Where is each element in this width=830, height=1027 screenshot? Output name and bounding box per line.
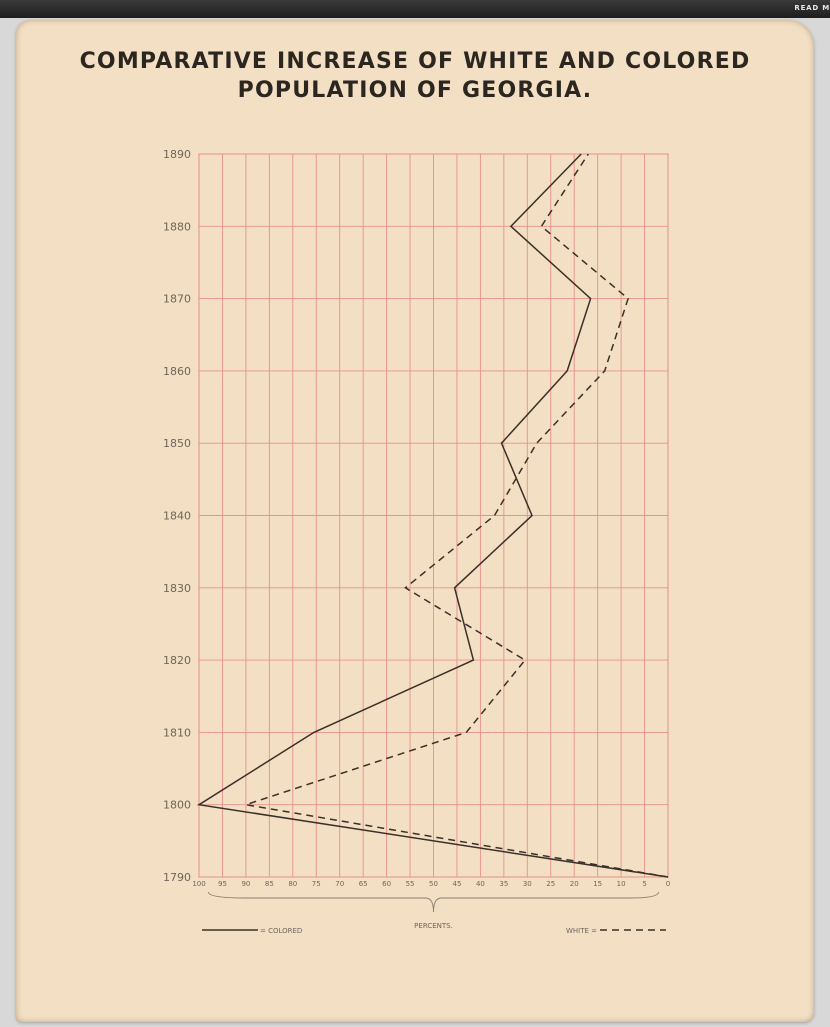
y-tick-label: 1860 [163, 365, 191, 378]
x-tick-label: 90 [241, 880, 250, 888]
x-tick-label: 80 [288, 880, 297, 888]
x-tick-label: 50 [429, 880, 438, 888]
top-bar: READ M [0, 0, 830, 18]
x-tick-label: 75 [312, 880, 321, 888]
chart-series [196, 153, 669, 878]
x-tick-label: 55 [406, 880, 415, 888]
y-tick-label: 1890 [163, 148, 191, 161]
x-axis-ticks: 100 95 90 85 80 75 70 65 60 55 50 45 40 35 30 25 20 15 10 5… [192, 880, 670, 930]
y-tick-label: 1820 [163, 654, 191, 667]
x-tick-label: 40 [476, 880, 485, 888]
y-tick-label: 1790 [163, 871, 191, 884]
y-tick-label: 1870 [163, 293, 191, 306]
chart-legend: = COLORED WHITE = [202, 927, 666, 935]
x-tick-label: 5 [642, 880, 646, 888]
x-tick-label: 35 [499, 880, 508, 888]
x-tick-label: 70 [335, 880, 344, 888]
series-line-colored [196, 153, 669, 878]
chart-grid [198, 153, 669, 878]
y-tick-label: 1810 [163, 726, 191, 739]
y-tick-label: 1800 [163, 799, 191, 812]
y-tick-label: 1850 [163, 437, 191, 450]
read-more-link[interactable]: READ M [794, 4, 830, 12]
x-tick-label: 10 [617, 880, 626, 888]
x-tick-label: 0 [666, 880, 670, 888]
y-tick-label: 1830 [163, 582, 191, 595]
x-tick-label: 25 [546, 880, 555, 888]
x-tick-label: 95 [218, 880, 227, 888]
x-tick-label: 45 [452, 880, 461, 888]
x-tick-label: 20 [570, 880, 579, 888]
axis-brace [207, 891, 660, 913]
y-tick-label: 1880 [163, 220, 191, 233]
legend-colored-label: = COLORED [260, 927, 302, 935]
legend-white-label: WHITE = [566, 927, 597, 935]
x-tick-label: 65 [359, 880, 368, 888]
chart-title-line-1: COMPARATIVE INCREASE OF WHITE AND COLORE… [79, 49, 751, 74]
x-tick-label: 60 [382, 880, 391, 888]
x-tick-label: 85 [265, 880, 274, 888]
y-axis-ticks: 1790 1800 1810 1820 1830 1840 1850 1860 1870 1880… [163, 148, 191, 884]
chart-title-line-2: POPULATION OF GEORGIA. [237, 78, 593, 103]
y-tick-label: 1840 [163, 510, 191, 523]
x-axis-label: PERCENTS. [414, 922, 453, 930]
x-tick-label: 30 [523, 880, 532, 888]
paper-sheet [16, 20, 814, 1022]
x-tick-label: 100 [192, 880, 205, 888]
x-tick-label: 15 [593, 880, 602, 888]
series-line-white [245, 153, 669, 878]
